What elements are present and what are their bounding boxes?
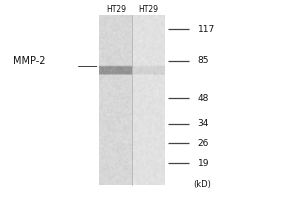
Text: 26: 26 [198, 139, 209, 148]
Text: 85: 85 [198, 56, 209, 65]
Bar [132, 15, 165, 185]
Text: 48: 48 [198, 94, 209, 103]
Text: 34: 34 [198, 119, 209, 128]
Text: MMP-2: MMP-2 [13, 56, 46, 66]
Text: HT29: HT29 [106, 5, 126, 14]
Text: 19: 19 [198, 159, 209, 168]
Bar [100, 15, 132, 185]
Text: HT29: HT29 [139, 5, 158, 14]
Text: (kD): (kD) [193, 180, 211, 189]
Text: 117: 117 [198, 24, 215, 33]
